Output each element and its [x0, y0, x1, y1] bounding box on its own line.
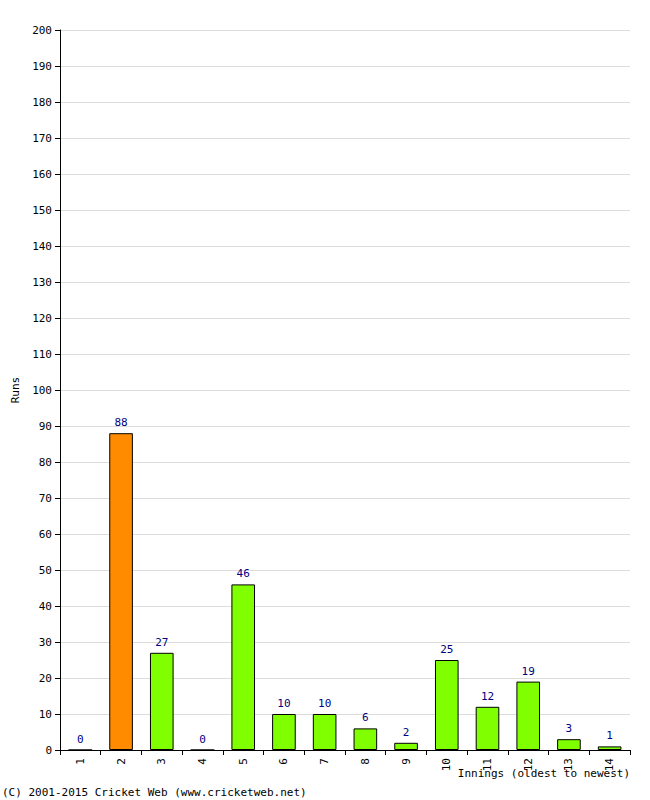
svg-text:11: 11 — [481, 758, 494, 771]
svg-text:60: 60 — [39, 528, 52, 541]
svg-text:10: 10 — [39, 708, 52, 721]
svg-text:160: 160 — [32, 168, 52, 181]
svg-text:40: 40 — [39, 600, 52, 613]
svg-text:1: 1 — [74, 758, 87, 765]
svg-text:80: 80 — [39, 456, 52, 469]
svg-text:50: 50 — [39, 564, 52, 577]
svg-text:12: 12 — [522, 758, 535, 771]
svg-text:12: 12 — [481, 690, 494, 703]
svg-text:3: 3 — [155, 758, 168, 765]
svg-text:70: 70 — [39, 492, 52, 505]
svg-text:3: 3 — [566, 722, 573, 735]
svg-text:0: 0 — [77, 733, 84, 746]
svg-text:100: 100 — [32, 384, 52, 397]
svg-text:Runs: Runs — [9, 377, 22, 404]
svg-text:140: 140 — [32, 240, 52, 253]
svg-text:10: 10 — [277, 697, 290, 710]
svg-text:(C) 2001-2015 Cricket Web (www: (C) 2001-2015 Cricket Web (www.cricketwe… — [2, 786, 307, 799]
svg-text:Innings (oldest to newest): Innings (oldest to newest) — [457, 767, 630, 780]
svg-text:30: 30 — [39, 636, 52, 649]
svg-text:200: 200 — [32, 24, 52, 37]
svg-text:120: 120 — [32, 312, 52, 325]
svg-text:190: 190 — [32, 60, 52, 73]
svg-text:6: 6 — [277, 758, 290, 765]
svg-text:20: 20 — [39, 672, 52, 685]
svg-text:6: 6 — [362, 711, 369, 724]
svg-text:4: 4 — [196, 758, 209, 765]
svg-text:46: 46 — [237, 567, 250, 580]
svg-text:5: 5 — [237, 758, 250, 765]
svg-text:10: 10 — [318, 697, 331, 710]
svg-text:180: 180 — [32, 96, 52, 109]
svg-text:2: 2 — [115, 758, 128, 765]
svg-text:10: 10 — [440, 758, 453, 771]
svg-text:19: 19 — [522, 665, 535, 678]
svg-text:130: 130 — [32, 276, 52, 289]
svg-text:25: 25 — [440, 643, 453, 656]
svg-text:8: 8 — [359, 758, 372, 765]
svg-text:0: 0 — [45, 744, 52, 757]
svg-text:110: 110 — [32, 348, 52, 361]
svg-text:90: 90 — [39, 420, 52, 433]
svg-text:13: 13 — [562, 758, 575, 771]
svg-text:170: 170 — [32, 132, 52, 145]
svg-text:27: 27 — [155, 636, 168, 649]
svg-text:150: 150 — [32, 204, 52, 217]
svg-text:1: 1 — [606, 729, 613, 742]
svg-text:2: 2 — [403, 726, 410, 739]
svg-text:14: 14 — [603, 758, 616, 772]
svg-text:9: 9 — [400, 758, 413, 765]
svg-text:7: 7 — [318, 758, 331, 765]
svg-text:0: 0 — [199, 733, 206, 746]
svg-text:88: 88 — [114, 416, 127, 429]
